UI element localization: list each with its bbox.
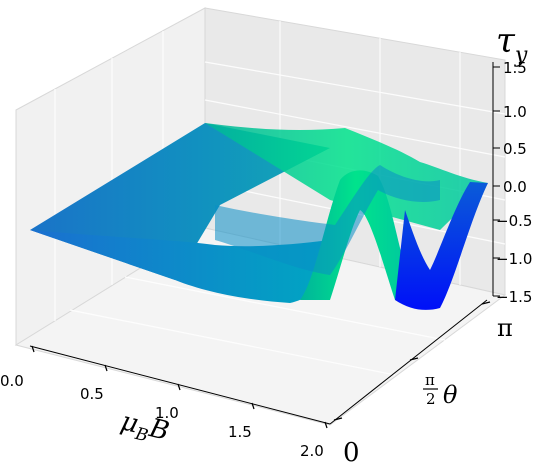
z-tick-label: 0.5 bbox=[503, 140, 527, 158]
surface-mid-band bbox=[215, 165, 440, 275]
z-axis-label: τy bbox=[496, 21, 528, 68]
y-axis: 0 π 2 π θ bbox=[329, 299, 513, 467]
x-tick-label: 0.0 bbox=[0, 372, 24, 390]
surface bbox=[30, 123, 488, 310]
x-tick-label: 2.0 bbox=[300, 442, 324, 460]
z-tick-label: −0.5 bbox=[496, 212, 532, 230]
z-tick-label: 1.0 bbox=[503, 103, 527, 121]
svg-text:π: π bbox=[425, 371, 435, 389]
y-tick-label: 0 bbox=[343, 438, 360, 467]
x-tick-label: 1.0 bbox=[155, 404, 179, 422]
z-tick-label: −1.5 bbox=[496, 288, 532, 306]
z-tick-label: 0.0 bbox=[503, 178, 527, 196]
surface-trough bbox=[395, 182, 488, 310]
z-axis: 1.5 1.0 0.5 0.0 −0.5 −1.0 −1.5 τy bbox=[492, 21, 532, 306]
y-tick-label-pi-half: π 2 bbox=[423, 371, 438, 408]
y-tick-label: π bbox=[497, 314, 513, 342]
x-tick-label: 0.5 bbox=[80, 385, 104, 403]
svg-text:2: 2 bbox=[426, 390, 436, 408]
z-tick-label: −1.0 bbox=[496, 250, 532, 268]
y-axis-label: θ bbox=[443, 381, 458, 409]
x-tick-label: 1.5 bbox=[228, 423, 252, 441]
z-tick-label: 1.5 bbox=[503, 59, 527, 77]
